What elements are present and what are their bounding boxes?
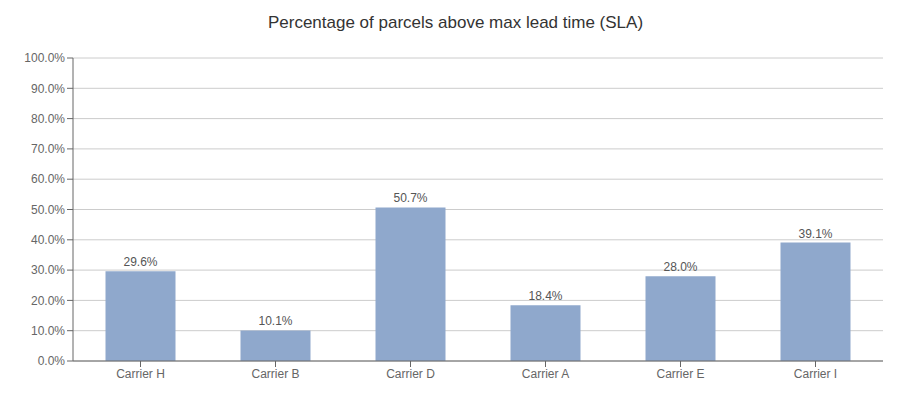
svg-text:40.0%: 40.0% xyxy=(31,233,65,247)
svg-text:Carrier B: Carrier B xyxy=(251,367,299,381)
svg-text:28.0%: 28.0% xyxy=(663,260,697,274)
svg-text:Carrier I: Carrier I xyxy=(794,367,837,381)
svg-text:50.7%: 50.7% xyxy=(393,191,427,205)
svg-text:70.0%: 70.0% xyxy=(31,142,65,156)
svg-text:30.0%: 30.0% xyxy=(31,263,65,277)
svg-text:50.0%: 50.0% xyxy=(31,203,65,217)
svg-text:Carrier E: Carrier E xyxy=(656,367,704,381)
svg-text:10.0%: 10.0% xyxy=(31,324,65,338)
svg-text:80.0%: 80.0% xyxy=(31,112,65,126)
svg-text:20.0%: 20.0% xyxy=(31,294,65,308)
svg-text:39.1%: 39.1% xyxy=(798,227,832,241)
svg-text:60.0%: 60.0% xyxy=(31,172,65,186)
svg-text:Carrier D: Carrier D xyxy=(386,367,435,381)
svg-text:10.1%: 10.1% xyxy=(258,314,292,328)
svg-text:90.0%: 90.0% xyxy=(31,82,65,96)
svg-text:100.0%: 100.0% xyxy=(24,51,65,65)
svg-text:Carrier H: Carrier H xyxy=(116,367,165,381)
svg-text:0.0%: 0.0% xyxy=(38,354,66,368)
svg-text:Carrier A: Carrier A xyxy=(522,367,569,381)
svg-text:29.6%: 29.6% xyxy=(123,255,157,269)
svg-text:18.4%: 18.4% xyxy=(528,289,562,303)
html-text:Percentage of parcels above ma: Percentage of parcels above max lead tim… xyxy=(267,13,644,32)
